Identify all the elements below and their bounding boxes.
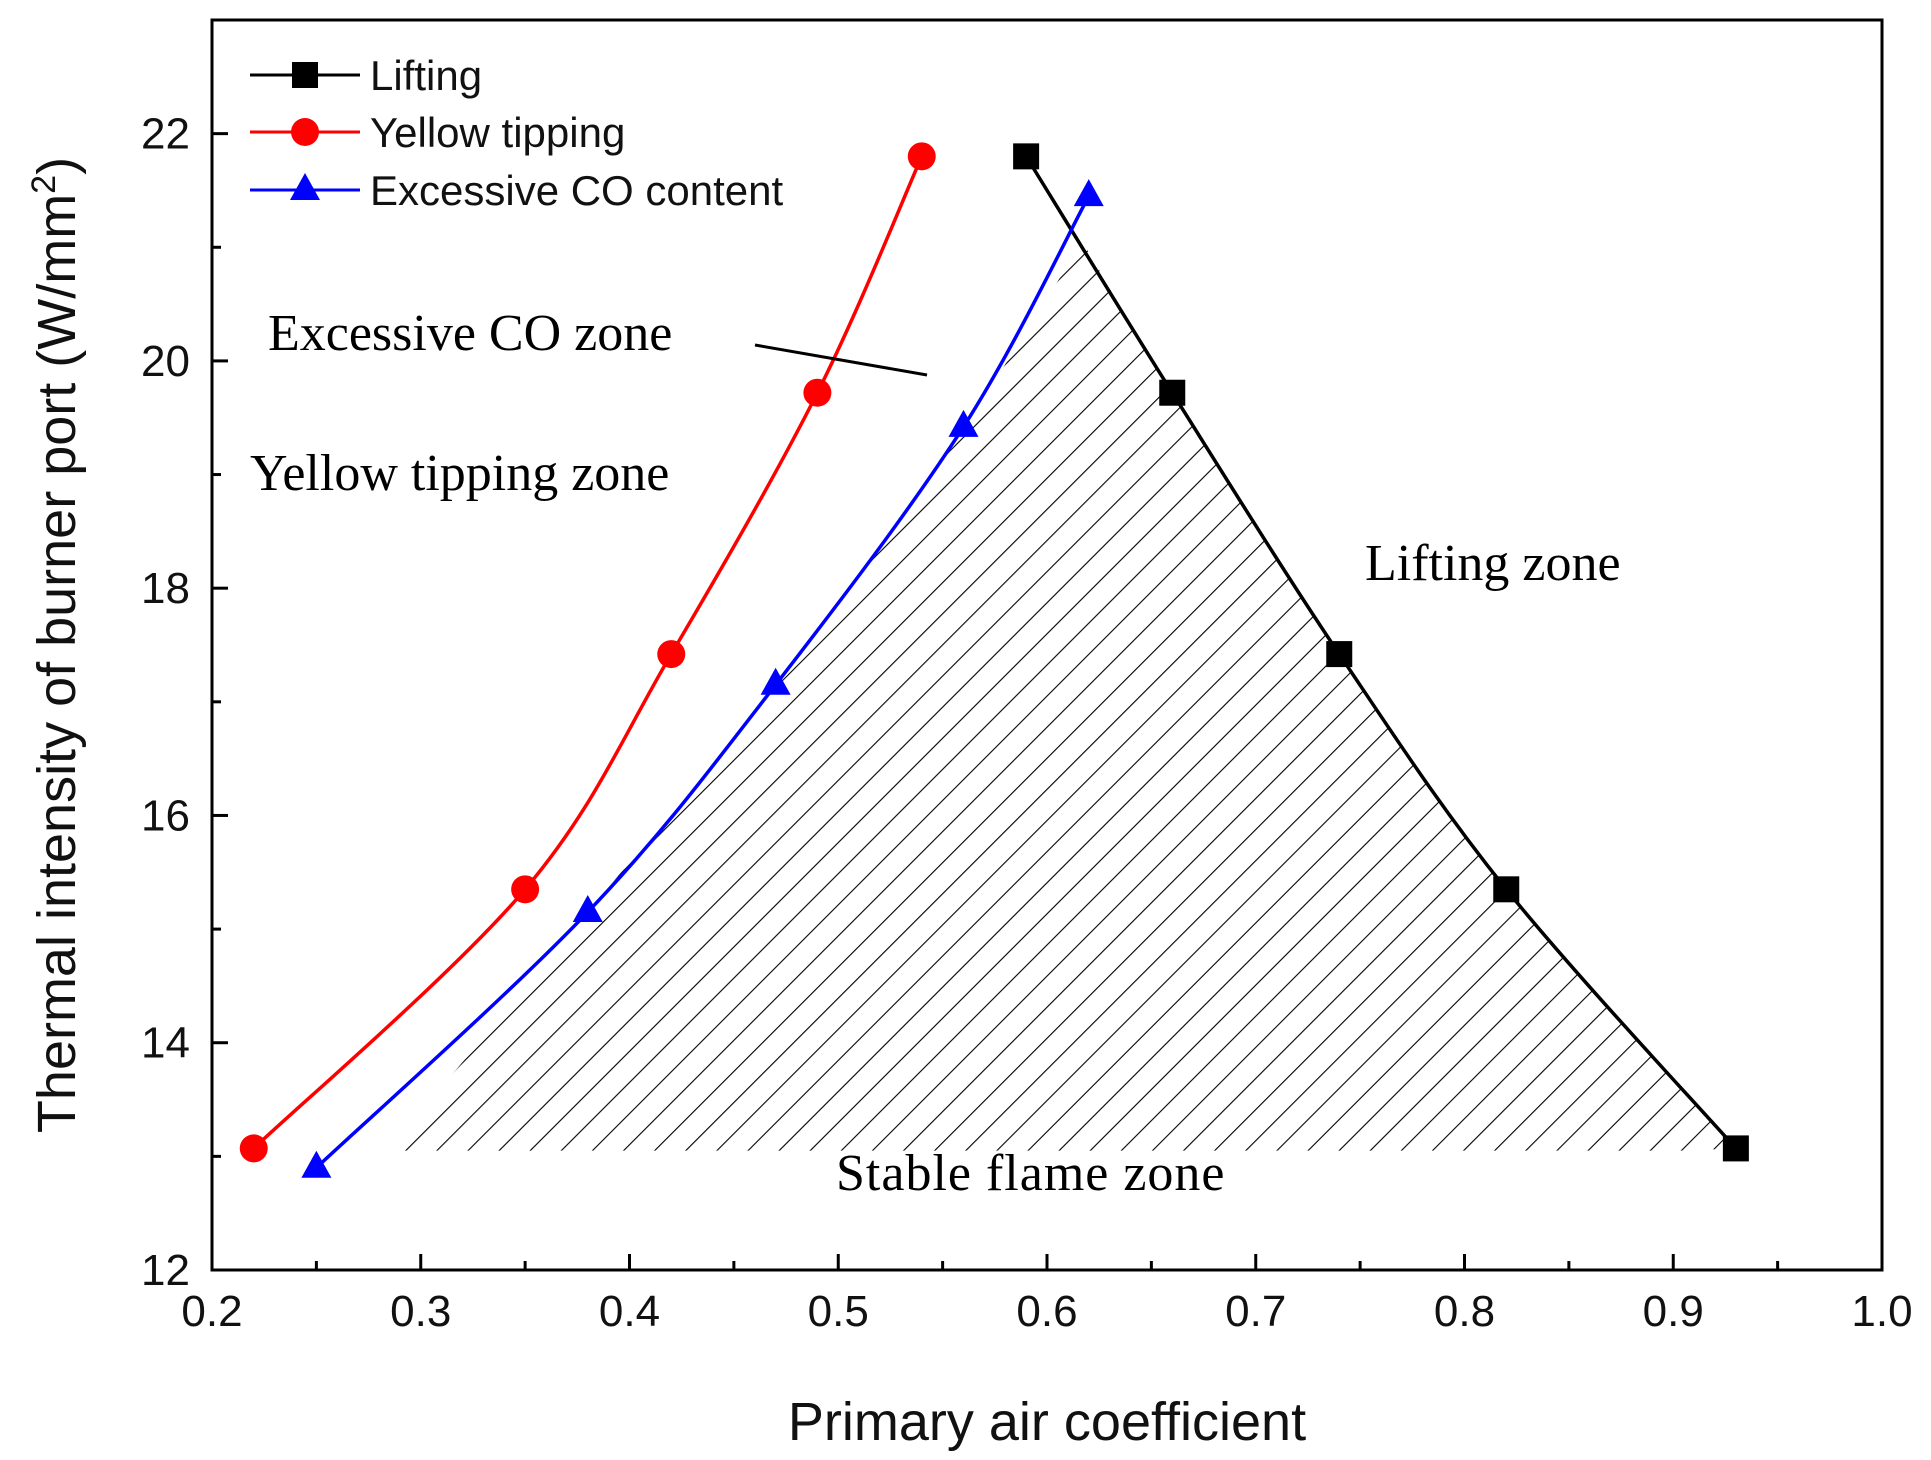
data-point-yellow-tipping <box>511 875 540 904</box>
excessive-co-zone-label: Excessive CO zone <box>268 305 672 362</box>
x-tick-label: 0.8 <box>1434 1287 1495 1336</box>
data-point-yellow-tipping <box>239 1134 268 1163</box>
data-point-yellow-tipping <box>803 378 832 407</box>
x-tick-label: 0.7 <box>1225 1287 1286 1336</box>
x-tick-label: 1.0 <box>1851 1287 1912 1336</box>
series-markers <box>239 142 1749 1178</box>
excessive-co-zone-leader <box>754 343 928 377</box>
legend-yellow-tipping-marker <box>291 118 319 146</box>
y-axis-title-close: ) <box>27 157 87 175</box>
data-point-lifting <box>1326 641 1353 668</box>
y-tick-label: 16 <box>141 791 190 840</box>
data-point-lifting <box>1013 143 1040 170</box>
legend-yellow-tipping-label: Yellow tipping <box>370 109 625 156</box>
data-point-lifting <box>1159 379 1186 406</box>
data-point-excessive-co-content <box>572 895 603 923</box>
legend-excessive-co-marker <box>290 173 320 200</box>
y-axis-ticks: 12 14 16 18 20 22 <box>141 18 228 1295</box>
y-tick-label: 18 <box>141 564 190 613</box>
x-axis-ticks: 0.2 0.3 0.4 0.5 0.6 0.7 0.8 0.9 1.0 <box>181 1254 1913 1336</box>
data-point-excessive-co-content <box>301 1150 332 1178</box>
x-axis-title: Primary air coefficient <box>788 1392 1306 1452</box>
x-tick-label: 0.6 <box>1016 1287 1077 1336</box>
x-tick-label: 0.3 <box>390 1287 451 1336</box>
data-point-excessive-co-content <box>1073 179 1104 207</box>
y-tick-label: 14 <box>141 1019 190 1068</box>
data-point-excessive-co-content <box>948 409 979 437</box>
lifting-zone-label: Lifting zone <box>1365 535 1621 592</box>
legend-lifting-label: Lifting <box>370 52 482 99</box>
x-tick-label: 0.9 <box>1643 1287 1704 1336</box>
data-point-lifting <box>1722 1135 1749 1162</box>
x-tick-label: 0.2 <box>181 1287 242 1336</box>
y-tick-label: 12 <box>141 1246 190 1295</box>
y-tick-label: 20 <box>141 337 190 386</box>
y-axis-title: Thermal intensity of burner port (W/mm2) <box>25 157 87 1133</box>
x-tick-label: 0.5 <box>808 1287 869 1336</box>
legend-excessive-co-label: Excessive CO content <box>370 167 784 214</box>
data-point-excessive-co-content <box>760 667 791 695</box>
legend: Lifting Yellow tipping Excessive CO cont… <box>250 52 784 214</box>
x-tick-label: 0.4 <box>599 1287 660 1336</box>
data-point-yellow-tipping <box>657 640 686 669</box>
stable-flame-region <box>379 241 1736 1163</box>
y-axis-title-superscript: 2 <box>25 175 63 194</box>
yellow-tipping-zone-label: Yellow tipping zone <box>250 445 669 502</box>
data-point-lifting <box>1493 876 1520 903</box>
y-tick-label: 22 <box>141 110 190 159</box>
data-point-yellow-tipping <box>907 142 936 171</box>
legend-lifting-marker <box>292 62 318 88</box>
stable-flame-zone-label: Stable flame zone <box>836 1145 1226 1202</box>
y-axis-title-main: Thermal intensity of burner port (W/mm <box>27 194 87 1133</box>
